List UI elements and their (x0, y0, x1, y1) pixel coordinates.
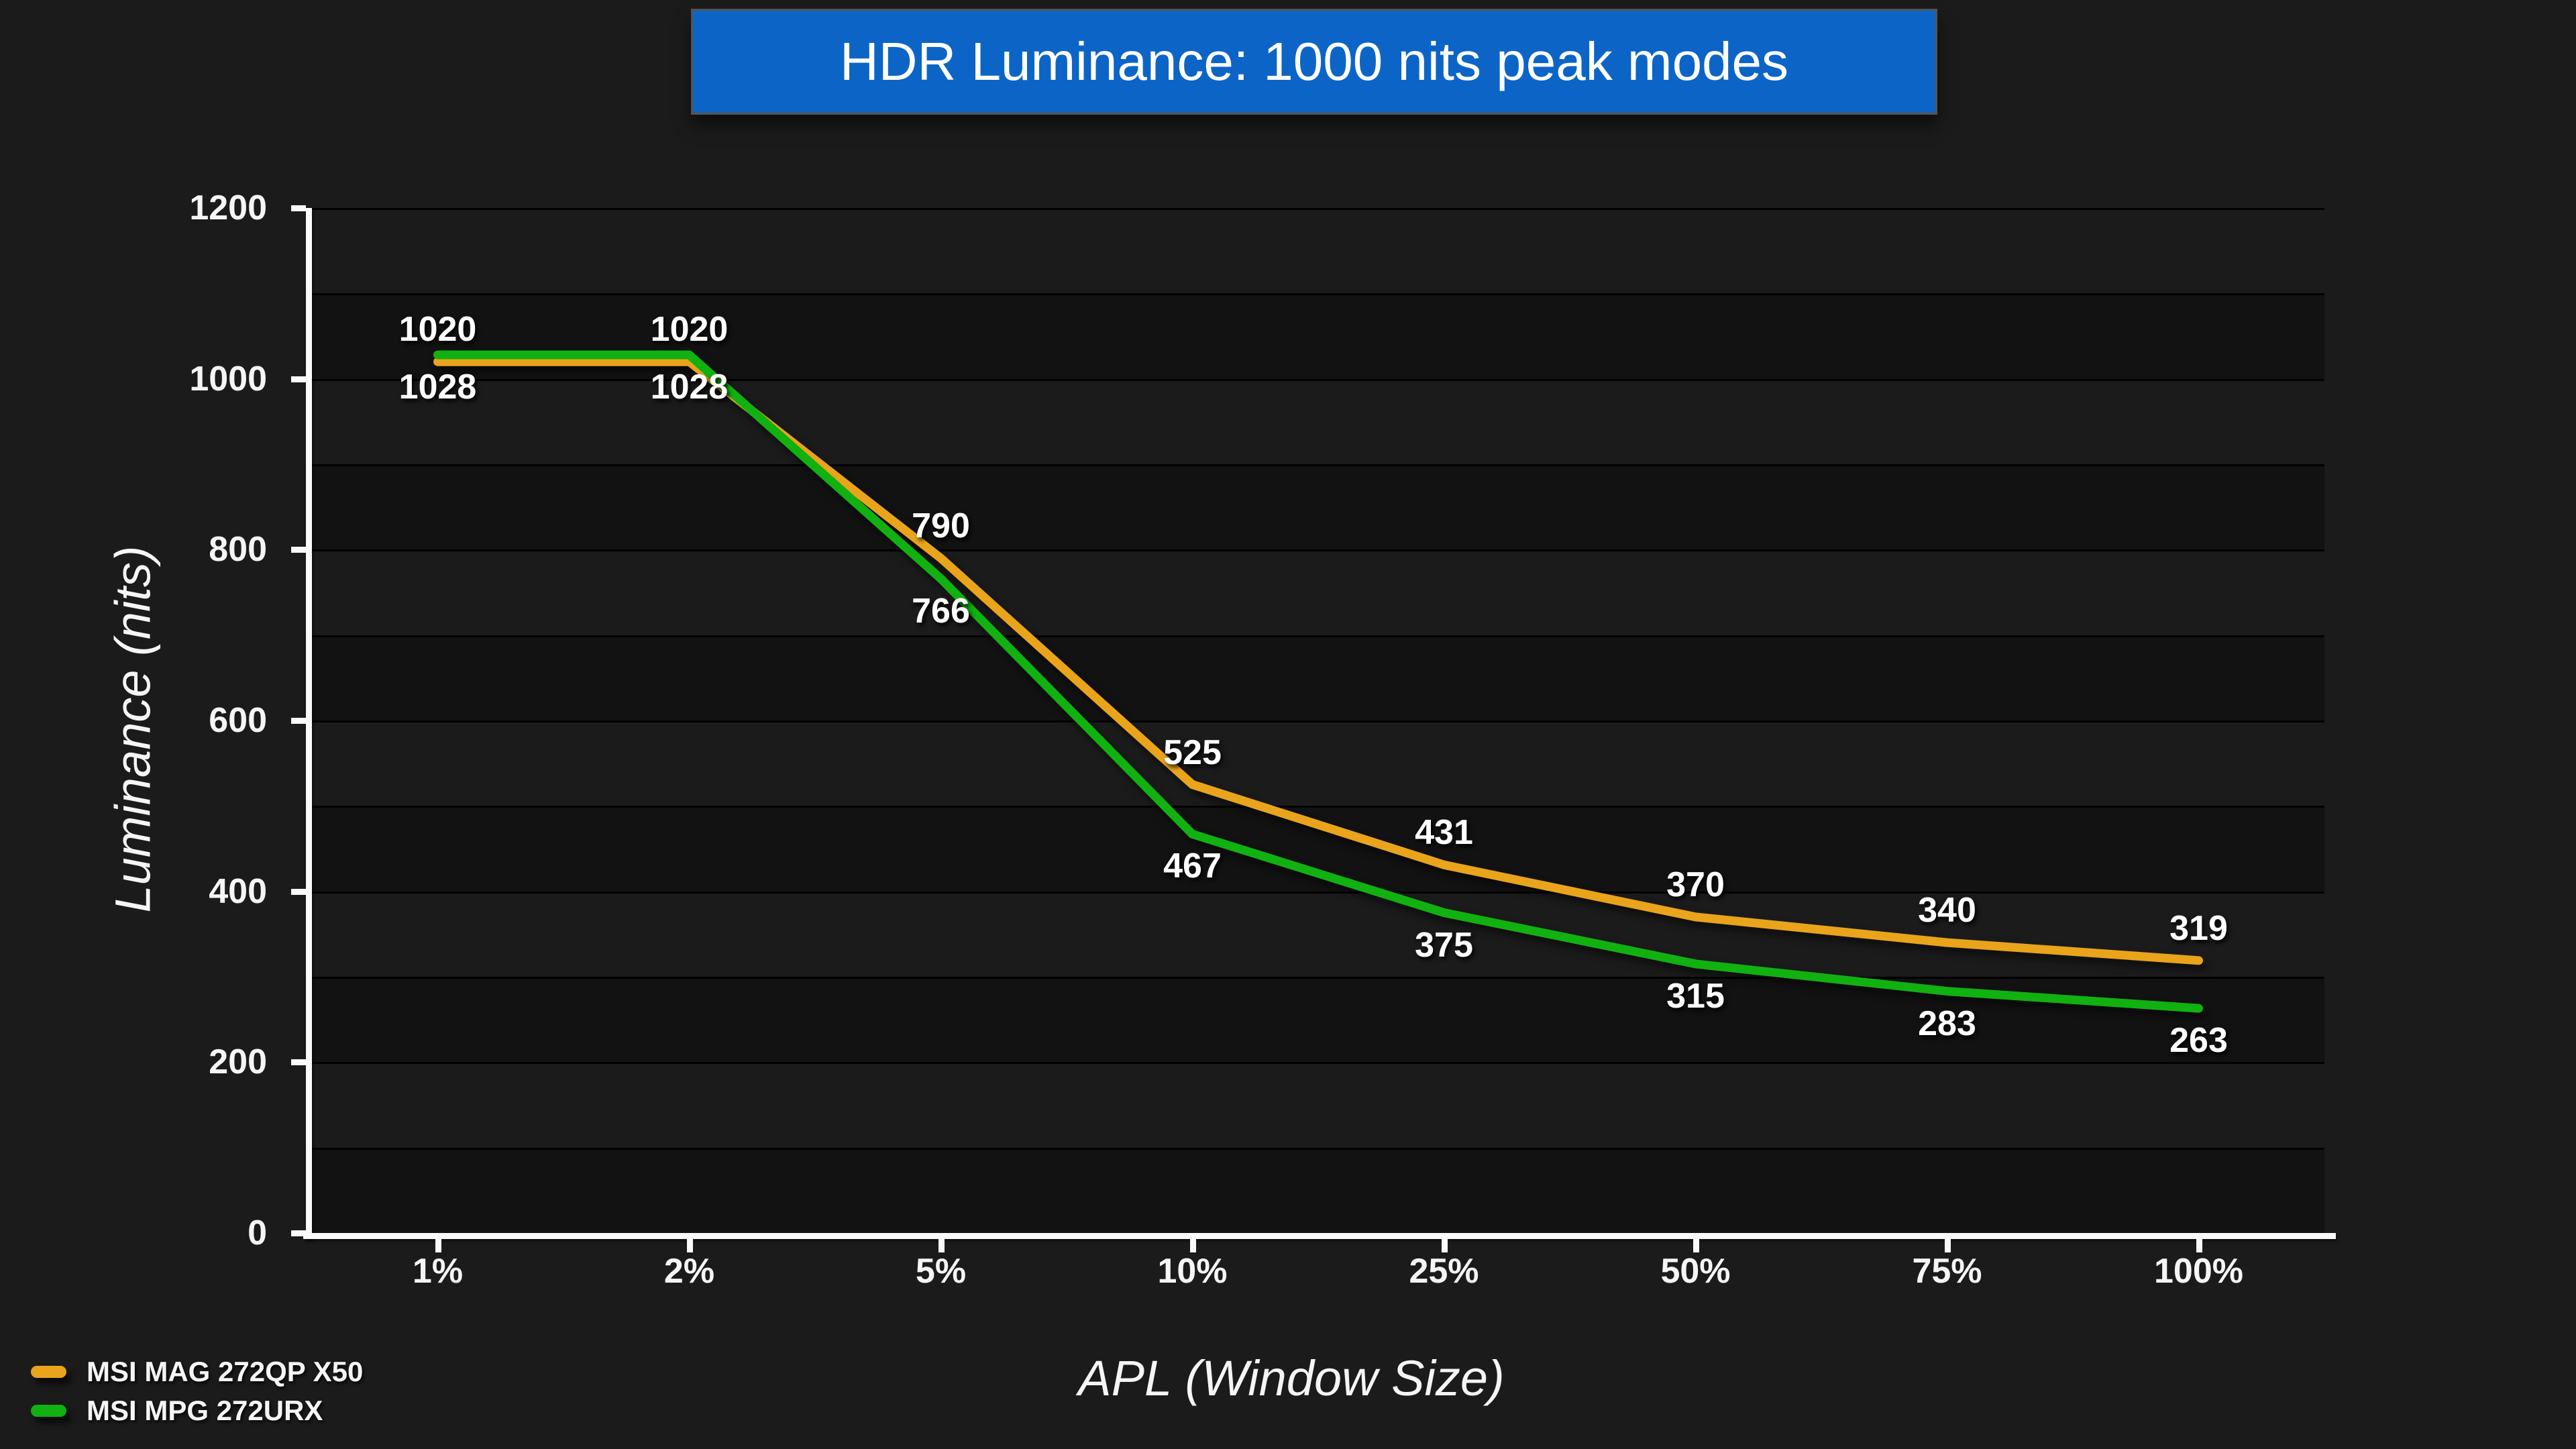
y-tick-label: 800 (209, 530, 267, 570)
y-tick (291, 205, 306, 211)
x-tick (938, 1239, 945, 1252)
y-tick (291, 547, 306, 553)
series-line-msi-mpg-272urx (433, 350, 2203, 1013)
y-tick-label: 200 (209, 1042, 267, 1082)
y-axis-line (306, 208, 312, 1239)
gridline-band (312, 1062, 2324, 1148)
legend-label: MSI MPG 272URX (87, 1395, 323, 1426)
legend: MSI MAG 272QP X50 MSI MPG 272URX (31, 1352, 363, 1430)
legend-row: MSI MPG 272URX (31, 1391, 363, 1430)
legend-row: MSI MAG 272QP X50 (31, 1352, 363, 1391)
data-label: 283 (1918, 1004, 1976, 1043)
chart-title: HDR Luminance: 1000 nits peak modes (839, 32, 1789, 91)
gridline-band (312, 378, 2324, 464)
data-label: 263 (2169, 1021, 2228, 1061)
y-tick-label: 1200 (189, 189, 267, 227)
x-tick-label: 2% (663, 1252, 715, 1291)
data-label: 375 (1415, 925, 1473, 965)
data-label: 340 (1918, 891, 1976, 930)
x-axis-line (303, 1233, 2336, 1239)
x-tick (1944, 1239, 1951, 1252)
data-label: 1020 (398, 310, 477, 350)
chart-title-box: HDR Luminance: 1000 nits peak modes (691, 9, 1937, 115)
x-tick (2196, 1239, 2202, 1252)
gridline-band (312, 549, 2324, 635)
y-tick (291, 888, 306, 895)
x-tick (1693, 1239, 1699, 1252)
gridline-band (312, 1147, 2324, 1233)
x-tick-label: 50% (1660, 1252, 1731, 1291)
data-label: 766 (912, 591, 970, 631)
y-tick (291, 376, 306, 382)
gridline-band (312, 635, 2324, 720)
x-tick-label: 1% (412, 1252, 464, 1291)
gridline-band (312, 891, 2324, 977)
x-tick (686, 1239, 693, 1252)
data-label: 370 (1666, 865, 1725, 904)
data-label: 431 (1415, 813, 1473, 853)
y-tick-label: 600 (209, 701, 267, 740)
gridline-band (312, 464, 2324, 550)
x-axis-title: APL (Window Size) (1078, 1350, 1505, 1406)
data-label: 790 (912, 506, 970, 546)
y-tick-label: 0 (248, 1214, 267, 1252)
data-label: 1020 (650, 310, 729, 350)
y-tick-label: 400 (209, 871, 267, 911)
y-tick (291, 1230, 306, 1236)
x-tick-label: 75% (1912, 1252, 1982, 1291)
x-tick (435, 1239, 441, 1252)
plot-area (312, 208, 2324, 1233)
y-tick-label: 1000 (189, 359, 267, 398)
x-tick-label: 100% (2154, 1252, 2243, 1291)
legend-swatch-icon (31, 1405, 66, 1417)
y-tick (291, 1059, 306, 1066)
gridline-band (312, 720, 2324, 806)
data-label: 1028 (650, 368, 729, 407)
gridline-band (312, 208, 2324, 294)
data-label: 525 (1163, 733, 1222, 772)
x-tick-label: 5% (915, 1252, 967, 1291)
x-tick-label: 10% (1157, 1252, 1228, 1291)
data-label: 1028 (398, 368, 477, 407)
x-tick (1189, 1239, 1196, 1252)
data-label: 467 (1163, 847, 1222, 886)
legend-swatch-icon (31, 1366, 66, 1378)
data-label: 315 (1666, 976, 1725, 1016)
y-axis-title: Luminance (nits) (105, 545, 161, 913)
y-tick (291, 718, 306, 724)
x-tick (1441, 1239, 1448, 1252)
legend-label: MSI MAG 272QP X50 (87, 1356, 364, 1387)
data-label: 319 (2169, 908, 2228, 948)
x-tick-label: 25% (1409, 1252, 1479, 1291)
